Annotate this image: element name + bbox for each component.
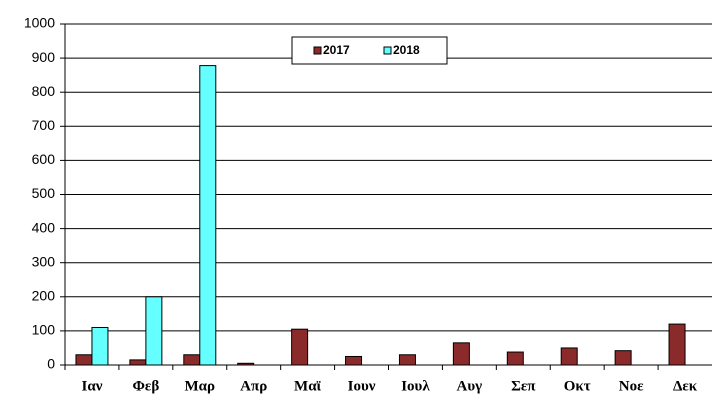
bar: [183, 354, 201, 366]
y-tick-label: 800: [32, 83, 56, 99]
bar: [668, 323, 686, 366]
x-tick-label: Αυγ: [457, 378, 483, 394]
bar: [452, 342, 470, 366]
bar: [560, 347, 578, 366]
bar: [237, 362, 255, 366]
legend-label: 2017: [323, 43, 350, 57]
y-tick-label: 300: [32, 253, 56, 269]
x-tick-label: Μαρ: [185, 378, 216, 394]
x-tick-label: Σεπ: [511, 378, 536, 394]
x-tick-label: Φεβ: [133, 378, 160, 394]
legend-swatch: [313, 46, 322, 55]
bar: [145, 296, 163, 366]
x-tick-label: Νοε: [619, 378, 644, 394]
x-tick-label: Μαϊ: [294, 378, 322, 394]
bar: [398, 354, 416, 366]
bar: [91, 326, 109, 366]
bar: [129, 359, 147, 366]
y-tick-label: 0: [47, 356, 55, 372]
x-tick-label: Ιαν: [81, 378, 102, 394]
y-tick-label: 1000: [24, 15, 55, 31]
x-tick-label: Οκτ: [564, 378, 591, 394]
x-tick-label: Απρ: [240, 378, 267, 394]
legend-label: 2018: [393, 43, 420, 57]
y-tick-label: 900: [32, 49, 56, 65]
bar: [291, 328, 309, 366]
y-tick-label: 100: [32, 322, 56, 338]
legend-swatch: [383, 46, 392, 55]
y-tick-label: 600: [32, 151, 56, 167]
y-tick-label: 200: [32, 288, 56, 304]
bar: [75, 354, 93, 366]
y-tick-label: 500: [32, 185, 56, 201]
x-tick-label: Ιουν: [348, 378, 376, 394]
x-tick-label: Δεκ: [673, 378, 698, 394]
bar: [506, 351, 524, 366]
bar: [199, 65, 217, 366]
y-tick-label: 400: [32, 219, 56, 235]
y-tick-label: 700: [32, 117, 56, 133]
bar: [614, 350, 632, 366]
bar: [345, 355, 363, 366]
x-tick-label: Ιουλ: [401, 378, 430, 394]
